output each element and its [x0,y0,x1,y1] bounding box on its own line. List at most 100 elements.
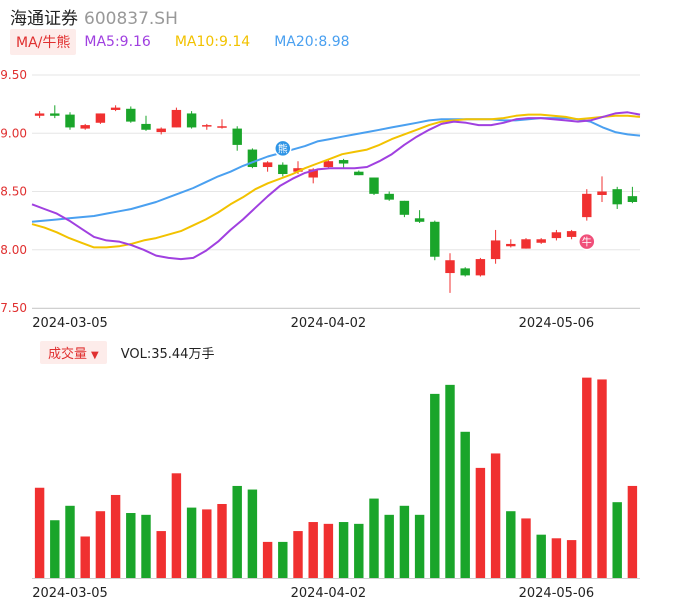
candle-body[interactable] [262,162,273,168]
candle-body[interactable] [323,161,334,168]
volume-bar[interactable] [278,541,288,578]
candle-body[interactable] [414,218,425,222]
volume-x-tick-label: 2024-04-02 [291,586,367,601]
candle-body[interactable] [141,123,151,130]
candle-body[interactable] [110,107,121,110]
volume-bar[interactable] [384,514,394,578]
caret-down-icon: ▼ [91,349,99,361]
candle-body[interactable] [612,189,622,205]
candle-body[interactable] [597,191,607,195]
candle-body[interactable] [475,259,486,276]
candle-body[interactable] [80,125,90,129]
ma5-legend: MA5:9.16 [84,34,151,50]
volume-bar[interactable] [338,522,349,578]
volume-bar[interactable] [186,507,197,578]
candle-body[interactable] [536,239,546,243]
volume-bar[interactable] [202,509,212,578]
volume-bar[interactable] [217,503,227,578]
volume-bar[interactable] [247,489,258,578]
candle-body[interactable] [308,169,318,178]
candle-body[interactable] [338,160,349,164]
volume-bar[interactable] [262,541,273,578]
volume-bar[interactable] [354,523,364,578]
ma20-legend: MA20:8.98 [274,34,350,50]
volume-bar[interactable] [414,514,425,578]
volume-bar[interactable] [323,523,334,578]
ma10-line [31,113,641,249]
candle-body[interactable] [521,239,531,249]
candle-body[interactable] [95,113,106,123]
volume-bar[interactable] [430,393,440,578]
candle-body[interactable] [247,149,258,168]
volume-bar[interactable] [612,502,622,578]
y-tick-label: 9.50 [0,68,27,82]
volume-bar[interactable] [95,511,106,578]
candle-body[interactable] [445,260,455,274]
candle-body[interactable] [551,232,562,239]
candle-body[interactable] [384,193,394,200]
volume-bar[interactable] [80,536,90,578]
candle-body[interactable] [627,196,638,202]
candle-body[interactable] [399,200,410,215]
candle-body[interactable] [202,125,212,127]
volume-bar[interactable] [399,505,410,578]
volume-bar[interactable] [308,522,318,578]
volume-bar[interactable] [521,518,531,578]
volume-bar[interactable] [50,520,60,578]
candle-body[interactable] [126,108,136,122]
candle-body[interactable] [278,164,288,175]
candle-body[interactable] [186,113,197,128]
volume-bar[interactable] [475,467,486,578]
ma-indicator-switch[interactable]: MA/牛熊 [10,29,77,55]
candle-body[interactable] [156,128,166,133]
candle-body[interactable] [354,171,364,176]
candle-body[interactable] [566,231,577,237]
volume-bar[interactable] [551,538,562,578]
volume-bar[interactable] [156,531,166,578]
volume-x-tick-label: 2024-05-06 [519,586,595,601]
signal-marker[interactable] [274,139,292,158]
volume-bar[interactable] [232,485,242,578]
volume-bar[interactable] [566,540,577,578]
volume-bar[interactable] [490,453,501,578]
volume-bar[interactable] [65,505,75,578]
volume-value: VOL:35.44万手 [120,346,215,362]
volume-bar[interactable] [582,377,592,578]
candle-body[interactable] [171,109,182,128]
candle-body[interactable] [65,114,75,128]
x-tick-label: 2024-04-02 [291,316,367,331]
volume-bar[interactable] [506,511,516,578]
volume-bar[interactable] [110,494,121,578]
volume-indicator-switch[interactable]: 成交量 ▼ [40,340,107,364]
volume-bar[interactable] [141,514,151,578]
volume-bar[interactable] [445,384,455,578]
candle-body[interactable] [506,243,516,247]
volume-bar[interactable] [293,531,303,578]
signal-marker[interactable] [578,232,596,251]
volume-bar[interactable] [627,485,638,578]
volume-bar[interactable] [171,473,182,578]
candle-body[interactable] [430,221,440,257]
candle-body[interactable] [582,193,592,218]
volume-bar[interactable] [460,431,470,578]
candle-body[interactable] [34,113,45,116]
volume-bar[interactable] [536,534,546,578]
candle-body[interactable] [369,177,379,194]
x-tick-label: 2024-05-06 [519,316,595,331]
volume-bar[interactable] [126,513,136,578]
candle-body[interactable] [50,113,60,116]
candle-body[interactable] [490,240,501,260]
stock-code: 600837.SH [84,9,178,29]
candle-body[interactable] [217,126,227,128]
candle-body[interactable] [460,268,470,276]
signal-marker-label: 牛 [582,236,592,249]
y-tick-label: 9.00 [0,126,27,140]
candle-body[interactable] [293,168,303,172]
volume-bar[interactable] [34,487,45,578]
candle-body[interactable] [232,128,242,145]
y-tick-label: 8.00 [0,243,27,257]
volume-bar[interactable] [597,379,607,578]
volume-bar[interactable] [369,498,379,578]
volume-switch-label: 成交量 [48,346,88,362]
